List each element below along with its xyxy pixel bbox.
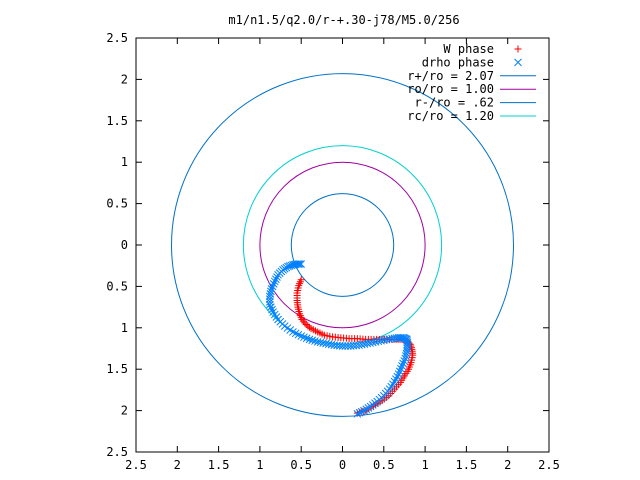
point-1-34-2 <box>273 273 281 281</box>
point-1-0-1 <box>355 408 364 417</box>
point-1-8-1 <box>399 359 407 368</box>
y-tick-label-4: 0.5 <box>106 197 128 211</box>
legend-label-1: drho phase <box>422 55 494 69</box>
x-tick-label-0: 2.5 <box>125 458 147 472</box>
x-tick-label-3: 1 <box>256 458 263 472</box>
y-tick-label-2: 1.5 <box>106 114 128 128</box>
point-1-33 <box>267 285 276 293</box>
point-1-25-2 <box>300 333 308 342</box>
point-1-33-1 <box>268 282 277 291</box>
point-1-29 <box>274 315 282 324</box>
legend-marker-1 <box>514 58 522 67</box>
point-1-25-1 <box>302 334 311 343</box>
point-1-9-1 <box>401 352 410 360</box>
point-1-0 <box>353 410 362 418</box>
point-1-39-2 <box>295 260 304 268</box>
chart-title: m1/n1.5/q2.0/r-+.30-j78/M5.0/256 <box>228 13 459 27</box>
x-tick-label-8: 1.5 <box>456 458 478 472</box>
y-tick-label-5: 0 <box>121 238 128 252</box>
point-0-35 <box>297 276 305 284</box>
circle-3 <box>242 145 443 345</box>
point-0-34-2 <box>296 278 304 286</box>
point-1-9-2 <box>402 349 411 358</box>
point-1-32-2 <box>267 287 275 296</box>
y-tick-label-3: 1 <box>121 155 128 169</box>
point-1-37-2 <box>287 261 296 270</box>
point-1-1-1 <box>362 405 371 414</box>
y-tick-label-1: 2 <box>121 72 128 86</box>
point-1-0-2 <box>357 407 366 416</box>
x-tick-label-6: 0.5 <box>373 458 395 472</box>
point-1-24 <box>313 338 322 346</box>
point-0-34-1 <box>296 280 304 288</box>
legend-label-0: W phase <box>443 42 494 56</box>
point-1-6-1 <box>392 375 400 383</box>
y-tick-label-9: 2 <box>121 404 128 418</box>
point-1-24-1 <box>311 337 319 345</box>
point-1-25 <box>305 335 314 344</box>
y-tick-label-8: 1.5 <box>106 362 128 376</box>
x-tick-label-10: 2.5 <box>538 458 560 472</box>
point-1-6-2 <box>393 372 402 381</box>
point-1-8 <box>398 362 406 370</box>
axis-ticks: 2.5 2 1.5 1 0.5 0 0.5 1 1.5 2 2.52.521.510.500.511… <box>106 31 560 472</box>
y-tick-label-6: 0.5 <box>106 279 128 293</box>
y-tick-label-10: 2.5 <box>106 445 128 459</box>
point-1-1-2 <box>364 403 373 412</box>
x-tick-label-1: 2 <box>174 458 181 472</box>
point-1-40 <box>297 260 306 268</box>
x-tick-label-2: 1.5 <box>208 458 230 472</box>
point-1-6 <box>390 377 399 386</box>
point-1-30 <box>269 308 277 316</box>
x-tick-label-9: 2 <box>504 458 511 472</box>
point-1-9 <box>401 354 410 363</box>
y-tick-label-7: 1 <box>121 321 128 335</box>
legend-label-2: r+/ro = 2.07 <box>407 69 494 83</box>
point-1-20-1 <box>344 342 352 350</box>
point-1-33-2 <box>269 280 278 288</box>
legend-label-5: rc/ro = 1.20 <box>407 109 494 123</box>
point-1-34-1 <box>272 275 280 284</box>
y-tick-label-0: 2.5 <box>106 31 128 45</box>
reference-circles <box>171 73 514 417</box>
point-1-1 <box>360 406 368 415</box>
point-1-8-2 <box>400 357 409 365</box>
point-1-20 <box>346 342 355 350</box>
point-1-7-1 <box>395 367 404 376</box>
series-1 <box>265 260 412 418</box>
point-1-24-2 <box>308 336 317 345</box>
circle-0 <box>171 73 514 417</box>
point-1-30-1 <box>268 305 276 314</box>
point-1-31-1 <box>265 298 274 306</box>
legend-label-4: r-/ro = .62 <box>415 96 494 110</box>
point-1-32-1 <box>266 289 275 298</box>
point-1-32 <box>265 292 274 301</box>
circle-2 <box>290 193 395 297</box>
point-1-7-2 <box>397 364 405 373</box>
data-series <box>265 260 417 418</box>
x-tick-label-4: 0.5 <box>290 458 312 472</box>
point-1-39-1 <box>294 260 303 268</box>
point-1-7 <box>394 370 403 379</box>
point-0-27-2 <box>304 322 312 330</box>
point-0-28-2 <box>299 317 307 325</box>
x-tick-label-5: 0 <box>339 458 346 472</box>
x-tick-label-7: 1 <box>421 458 428 472</box>
point-1-31 <box>265 300 274 309</box>
legend-marker-0 <box>514 45 522 53</box>
point-1-34 <box>270 277 279 286</box>
legend-label-3: ro/ro = 1.00 <box>407 82 494 96</box>
circle-1 <box>259 161 426 329</box>
